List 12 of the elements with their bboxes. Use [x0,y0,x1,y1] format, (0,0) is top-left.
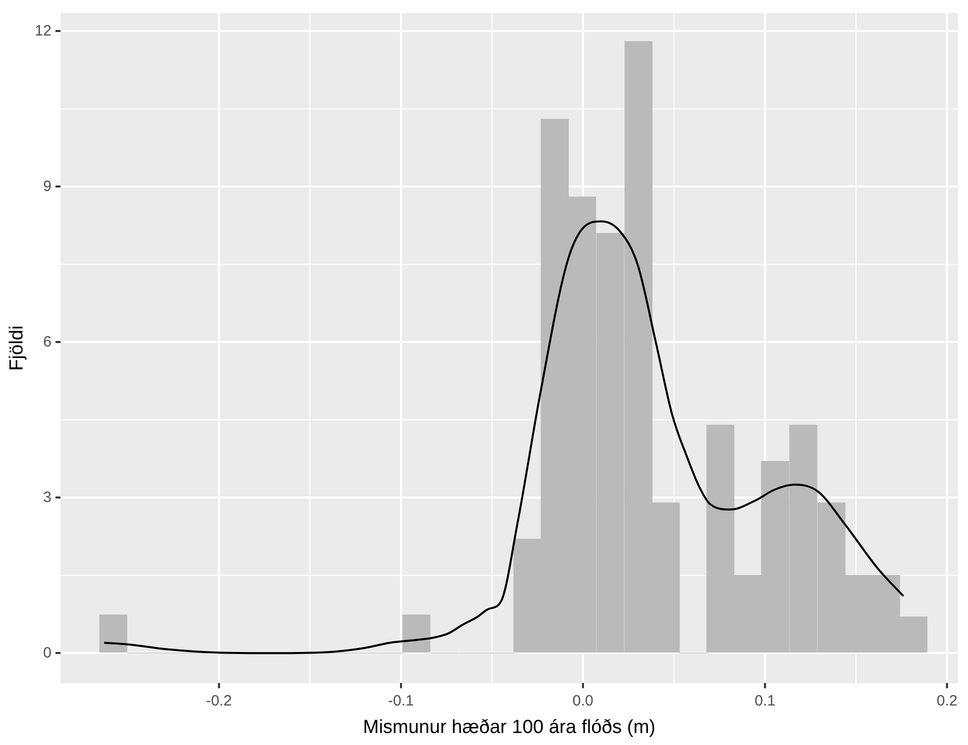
y-tick-label: 6 [43,333,52,350]
y-tick-label: 0 [43,644,52,662]
y-axis-title: Fjöldi [6,325,28,371]
x-tick-label: -0.2 [206,692,232,710]
x-tick-label: 0.2 [936,692,958,710]
y-tick-label: 3 [43,488,52,506]
y-tick-label: 9 [43,178,52,195]
x-tick-label: -0.1 [388,692,414,710]
y-tick-label: 12 [34,22,52,40]
x-axis-title: Mismunur hæðar 100 ára flóðs (m) [362,716,656,738]
x-tick-label: 0.1 [754,692,776,710]
x-tick-label: 0.0 [572,692,594,710]
